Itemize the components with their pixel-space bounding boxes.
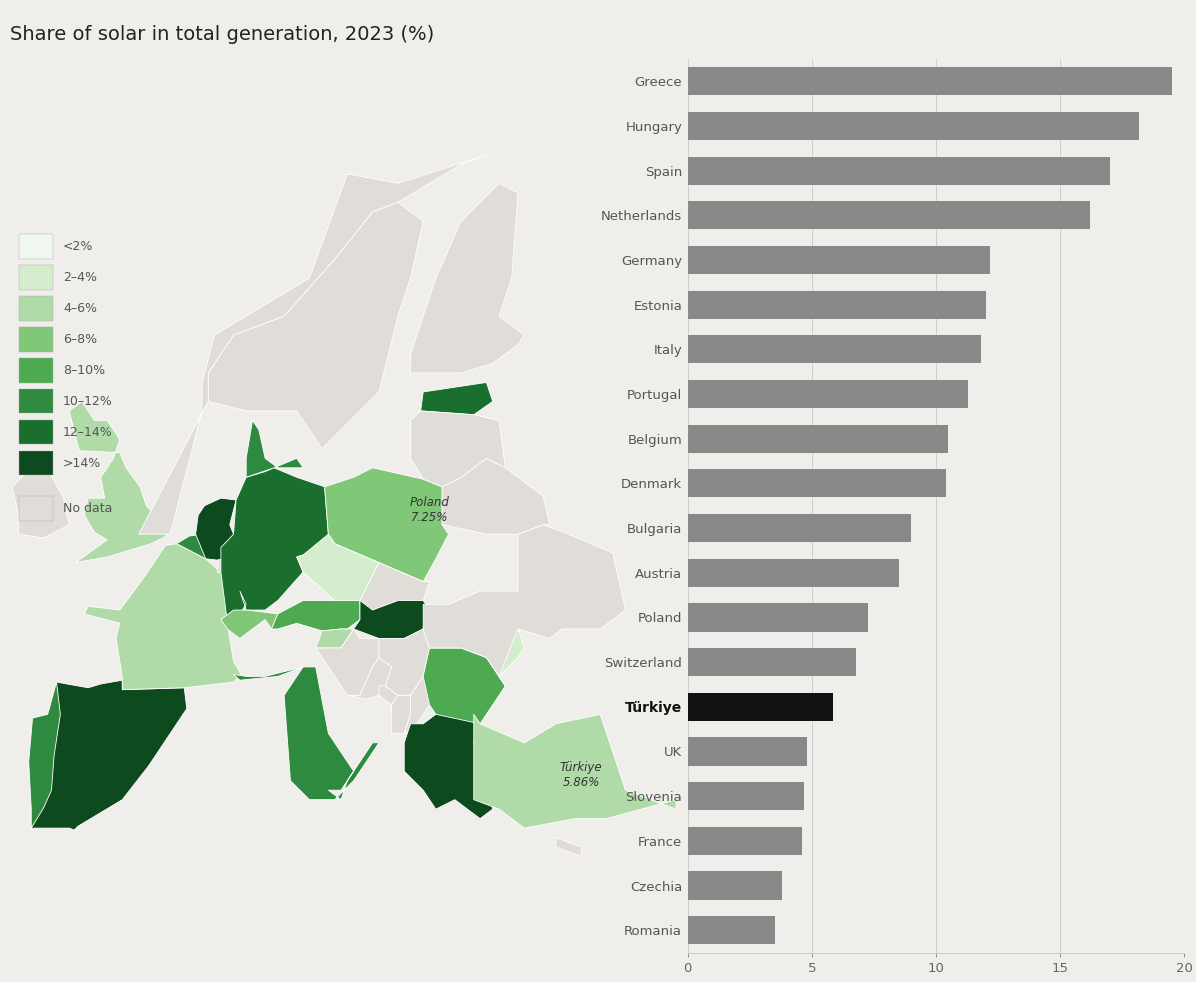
Text: 10–12%: 10–12% bbox=[63, 395, 112, 408]
Polygon shape bbox=[29, 682, 60, 828]
Bar bbox=[688, 424, 948, 453]
Bar bbox=[688, 246, 990, 274]
Polygon shape bbox=[297, 534, 379, 601]
Bar bbox=[688, 559, 898, 587]
Polygon shape bbox=[85, 544, 246, 689]
Bar bbox=[688, 648, 856, 677]
Polygon shape bbox=[221, 467, 335, 630]
Polygon shape bbox=[196, 498, 236, 561]
Bar bbox=[688, 201, 1090, 230]
Polygon shape bbox=[139, 155, 487, 534]
Bar bbox=[19, 234, 53, 258]
Bar bbox=[688, 291, 986, 319]
Bar bbox=[688, 782, 805, 810]
Text: Share of solar in total generation, 2023 (%): Share of solar in total generation, 2023… bbox=[10, 25, 434, 43]
Polygon shape bbox=[208, 202, 423, 449]
Text: 2–4%: 2–4% bbox=[63, 271, 97, 284]
Text: 8–10%: 8–10% bbox=[63, 363, 105, 377]
Bar bbox=[688, 335, 981, 363]
Polygon shape bbox=[271, 601, 360, 630]
Text: <2%: <2% bbox=[63, 240, 93, 252]
Text: >14%: >14% bbox=[63, 457, 102, 469]
Bar bbox=[19, 451, 53, 475]
Polygon shape bbox=[379, 685, 398, 705]
Bar bbox=[19, 496, 53, 520]
Polygon shape bbox=[423, 591, 524, 677]
Polygon shape bbox=[29, 681, 187, 830]
Bar bbox=[688, 737, 807, 766]
Bar bbox=[688, 380, 968, 409]
Polygon shape bbox=[410, 439, 474, 479]
Polygon shape bbox=[347, 657, 391, 699]
Polygon shape bbox=[410, 184, 524, 373]
Polygon shape bbox=[177, 534, 224, 561]
Polygon shape bbox=[360, 563, 429, 610]
Polygon shape bbox=[474, 714, 676, 828]
Bar bbox=[19, 389, 53, 413]
Polygon shape bbox=[391, 695, 410, 734]
Bar bbox=[19, 296, 53, 320]
Bar bbox=[688, 827, 801, 855]
Text: No data: No data bbox=[63, 502, 112, 516]
Polygon shape bbox=[316, 629, 379, 695]
Bar bbox=[688, 156, 1110, 185]
Polygon shape bbox=[12, 459, 69, 538]
Bar bbox=[688, 67, 1172, 95]
Polygon shape bbox=[487, 591, 524, 629]
Bar bbox=[19, 265, 53, 290]
Polygon shape bbox=[324, 467, 448, 581]
Text: 12–14%: 12–14% bbox=[63, 426, 112, 439]
Polygon shape bbox=[423, 648, 506, 724]
Polygon shape bbox=[423, 524, 626, 685]
Bar bbox=[19, 420, 53, 445]
Polygon shape bbox=[379, 610, 429, 695]
Polygon shape bbox=[316, 629, 354, 648]
Polygon shape bbox=[443, 459, 550, 534]
Bar bbox=[688, 469, 946, 498]
Polygon shape bbox=[410, 414, 499, 439]
Bar bbox=[688, 916, 775, 945]
Polygon shape bbox=[404, 677, 435, 734]
Polygon shape bbox=[556, 838, 581, 856]
Bar bbox=[19, 358, 53, 383]
Text: 4–6%: 4–6% bbox=[63, 301, 97, 315]
Bar bbox=[688, 603, 867, 631]
Bar bbox=[688, 871, 782, 900]
Polygon shape bbox=[421, 382, 493, 414]
Bar bbox=[688, 112, 1140, 140]
Text: Poland
7.25%: Poland 7.25% bbox=[409, 496, 450, 523]
Bar bbox=[688, 692, 834, 721]
Polygon shape bbox=[404, 714, 493, 819]
Polygon shape bbox=[218, 559, 227, 573]
Polygon shape bbox=[69, 402, 166, 563]
Polygon shape bbox=[221, 610, 277, 638]
Text: 6–8%: 6–8% bbox=[63, 333, 97, 346]
Polygon shape bbox=[354, 601, 429, 638]
Polygon shape bbox=[246, 420, 303, 477]
Polygon shape bbox=[410, 410, 506, 487]
Text: Türkiye
5.86%: Türkiye 5.86% bbox=[560, 761, 603, 789]
Polygon shape bbox=[233, 667, 379, 799]
Bar bbox=[688, 514, 911, 542]
Bar bbox=[19, 327, 53, 352]
